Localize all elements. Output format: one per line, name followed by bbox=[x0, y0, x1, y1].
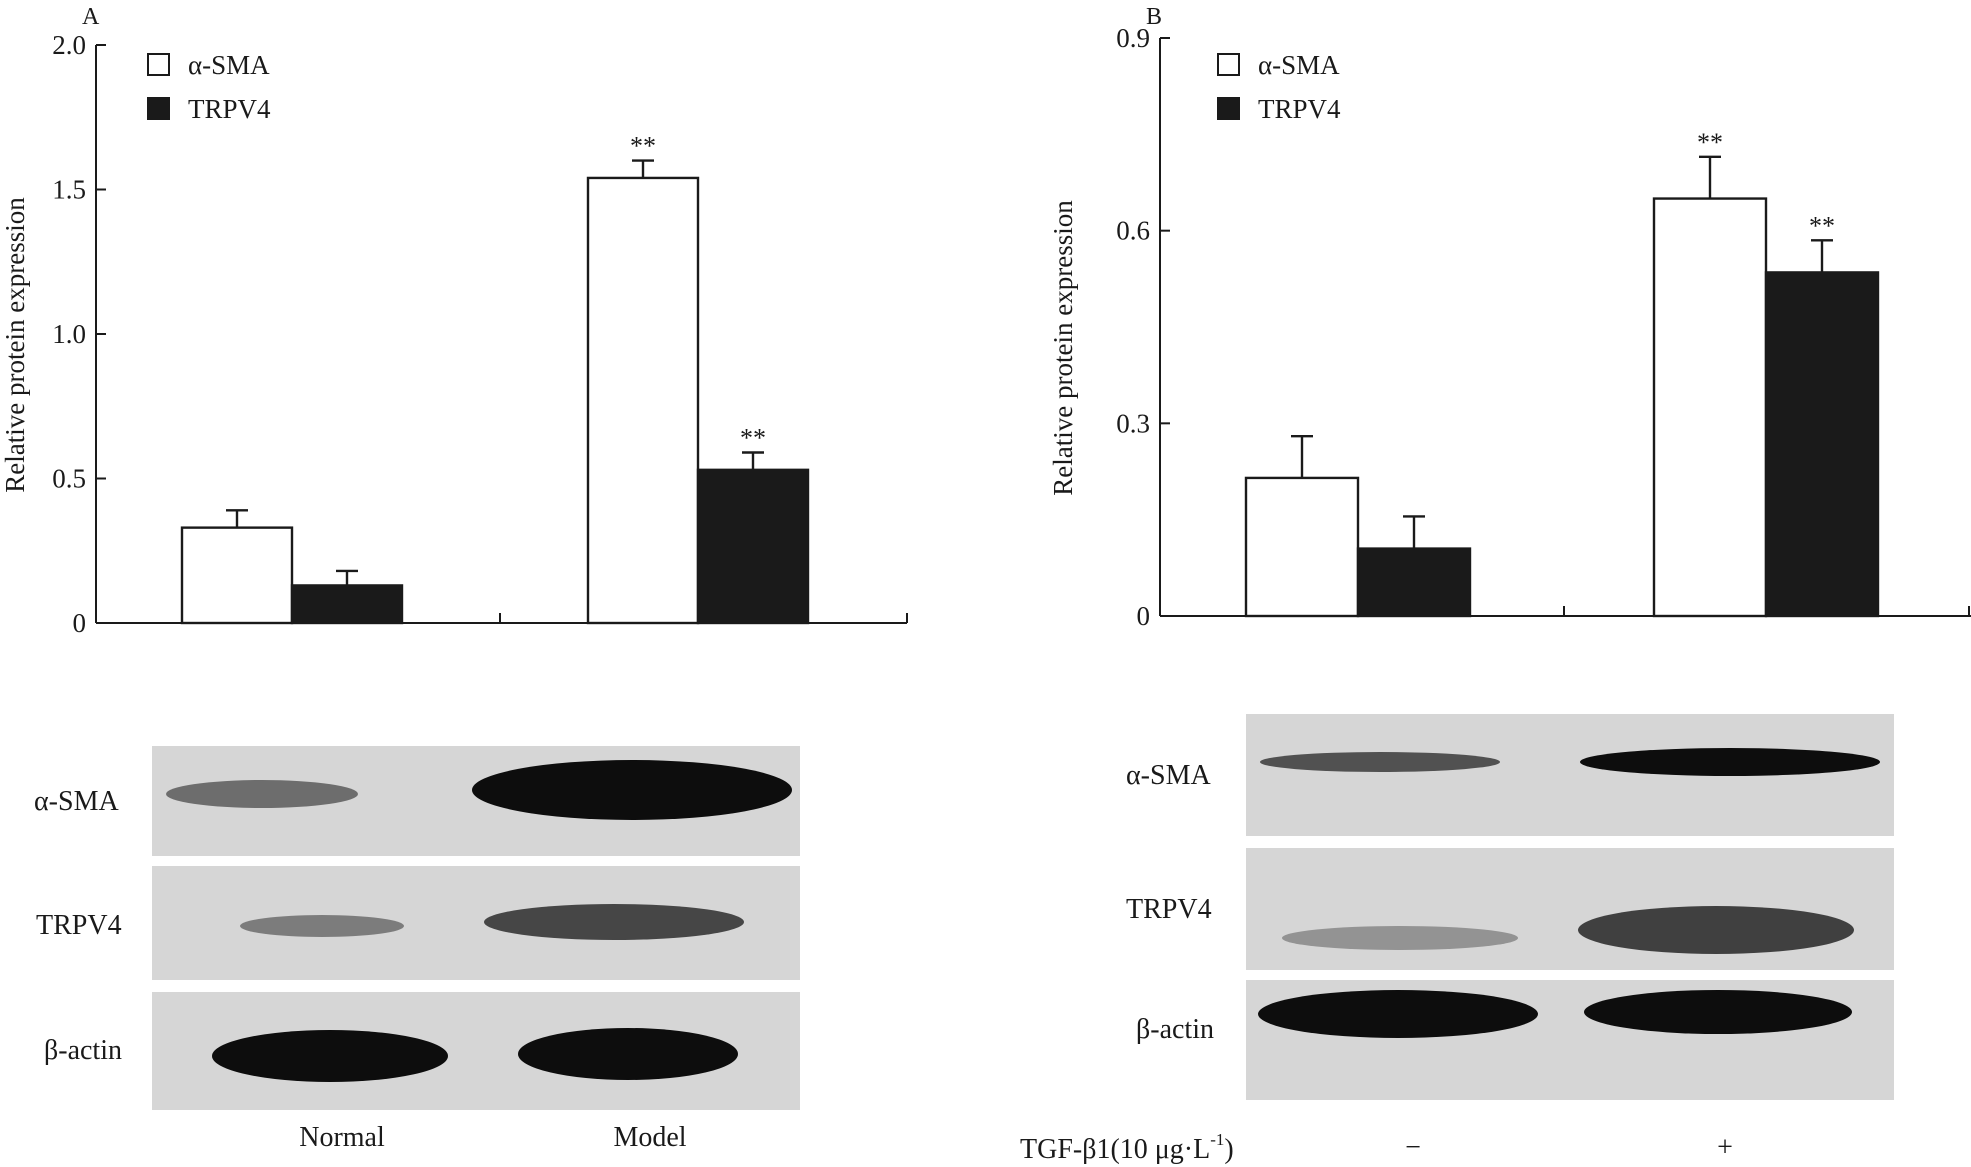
treatment-label-main: TGF-β1(10 μg·L bbox=[1020, 1134, 1210, 1165]
treatment-label-exponent: -1 bbox=[1210, 1130, 1224, 1149]
blot-band-b-0-lane2 bbox=[1580, 748, 1880, 776]
blot-band-b-2-lane1 bbox=[1258, 990, 1538, 1038]
y-tick-label-b-3: 0.9 bbox=[1116, 23, 1150, 53]
significance-mark-b-1-1: ** bbox=[1809, 211, 1835, 240]
western-blot-a: α-SMA TRPV4 β-actin Normal Model bbox=[34, 746, 800, 1153]
y-tick-label-b-2: 0.6 bbox=[1116, 216, 1150, 246]
blot-strip-b-1 bbox=[1246, 848, 1894, 970]
y-tick-label-a-2: 1.0 bbox=[52, 319, 86, 349]
lane-label-a-1: Model bbox=[613, 1122, 686, 1153]
blot-label-b-0: α-SMA bbox=[1126, 760, 1211, 791]
panel-b: B Relative protein expression 0 0.3 0.6 0.9… bbox=[1020, 4, 1971, 1165]
bar-b-0-1 bbox=[1356, 547, 1472, 618]
blot-band-b-2-lane2 bbox=[1584, 990, 1852, 1034]
legend-label-a-1: TRPV4 bbox=[188, 94, 271, 124]
blot-band-a-0-lane1 bbox=[166, 780, 358, 808]
blot-label-a-2: β-actin bbox=[44, 1035, 122, 1066]
legend-label-a-0: α-SMA bbox=[188, 50, 270, 80]
y-tick-label-a-3: 1.5 bbox=[52, 175, 86, 205]
y-axis-label-b: Relative protein expression bbox=[1048, 200, 1078, 496]
lane-label-b-0: − bbox=[1405, 1132, 1421, 1163]
y-tick-label-b-0: 0 bbox=[1137, 601, 1151, 631]
blot-band-a-1-lane2 bbox=[484, 904, 744, 940]
legend-swatch-open-a bbox=[147, 53, 170, 76]
legend-label-b-1: TRPV4 bbox=[1258, 94, 1341, 124]
legend-b: α-SMA TRPV4 bbox=[1217, 50, 1341, 124]
y-tick-label-a-4: 2.0 bbox=[52, 30, 86, 60]
blot-band-b-1-lane2 bbox=[1578, 906, 1854, 954]
panel-letter-a: A bbox=[82, 4, 100, 30]
blot-label-a-1: TRPV4 bbox=[36, 910, 122, 941]
significance-mark-a-1-1: ** bbox=[740, 423, 766, 452]
bar-a-1-1 bbox=[696, 468, 810, 625]
legend-label-b-0: α-SMA bbox=[1258, 50, 1340, 80]
blot-band-b-1-lane1 bbox=[1282, 926, 1518, 950]
bars-a: ** ** bbox=[180, 132, 810, 625]
blot-strip-b-0 bbox=[1246, 714, 1894, 836]
y-axis-label-a: Relative protein expression bbox=[0, 197, 30, 493]
blot-band-a-1-lane1 bbox=[240, 915, 404, 937]
bar-a-0-0 bbox=[180, 526, 294, 625]
legend-swatch-filled-b bbox=[1217, 97, 1240, 120]
blot-band-a-0-lane2 bbox=[472, 760, 792, 820]
bar-b-1-1 bbox=[1764, 271, 1880, 618]
blot-label-a-0: α-SMA bbox=[34, 786, 119, 817]
bars-b: ** ** bbox=[1244, 128, 1880, 618]
blot-band-b-0-lane1 bbox=[1260, 752, 1500, 772]
significance-mark-a-1-0: ** bbox=[630, 132, 656, 161]
blot-band-a-2-lane1 bbox=[212, 1030, 448, 1082]
bar-a-0-1 bbox=[290, 584, 404, 625]
panel-a: A Relative protein expression 0 0.5 1.0 1.5… bbox=[0, 4, 908, 1153]
lane-label-a-0: Normal bbox=[299, 1122, 385, 1153]
blot-label-b-2: β-actin bbox=[1136, 1014, 1214, 1045]
bar-b-1-0 bbox=[1652, 197, 1768, 618]
y-tick-label-a-1: 0.5 bbox=[52, 464, 86, 494]
treatment-label-close: ) bbox=[1224, 1134, 1233, 1165]
y-tick-label-b-1: 0.3 bbox=[1116, 408, 1150, 438]
treatment-label: TGF-β1(10 μg·L-1) bbox=[1020, 1130, 1234, 1165]
y-tick-label-a-0: 0 bbox=[73, 608, 87, 638]
legend-a: α-SMA TRPV4 bbox=[147, 50, 271, 124]
bar-a-1-0 bbox=[586, 176, 700, 625]
blot-label-b-1: TRPV4 bbox=[1126, 894, 1212, 925]
significance-mark-b-1-0: ** bbox=[1697, 128, 1723, 157]
legend-swatch-filled-a bbox=[147, 97, 170, 120]
y-ticks-a: 0 0.5 1.0 1.5 2.0 bbox=[52, 30, 106, 638]
y-ticks-b: 0 0.3 0.6 0.9 bbox=[1116, 23, 1170, 631]
western-blot-b: α-SMA TRPV4 β-actin TGF-β1(10 μg·L-1) − … bbox=[1020, 714, 1894, 1165]
bar-b-0-0 bbox=[1244, 476, 1360, 618]
lane-label-b-1: + bbox=[1717, 1132, 1733, 1163]
blot-band-a-2-lane2 bbox=[518, 1028, 738, 1080]
panel-letter-b: B bbox=[1146, 4, 1162, 30]
legend-swatch-open-b bbox=[1217, 53, 1240, 76]
